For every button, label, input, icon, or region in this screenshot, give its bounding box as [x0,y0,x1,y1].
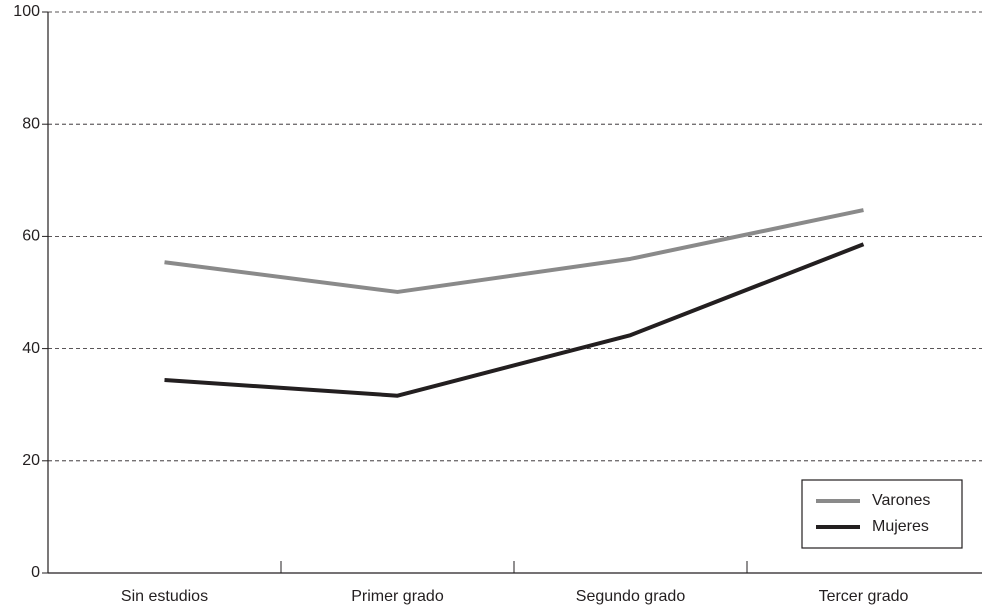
series-line [164,242,865,398]
y-tick-label: 60 [22,228,40,245]
y-tick-label: 80 [22,115,40,132]
y-tick-label: 100 [13,3,40,20]
y-tick-label: 40 [22,340,40,357]
x-tick-label: Tercer grado [819,588,909,605]
x-tick-label: Primer grado [351,588,444,605]
legend-label: Mujeres [872,518,929,535]
x-tick-label: Segundo grado [576,588,686,605]
legend-box [801,479,963,549]
legend-label: Varones [872,492,930,509]
x-tick-label: Sin estudios [121,588,208,605]
y-tick-label: 20 [22,452,40,469]
series-line [164,208,864,294]
y-tick-label: 0 [31,564,40,581]
